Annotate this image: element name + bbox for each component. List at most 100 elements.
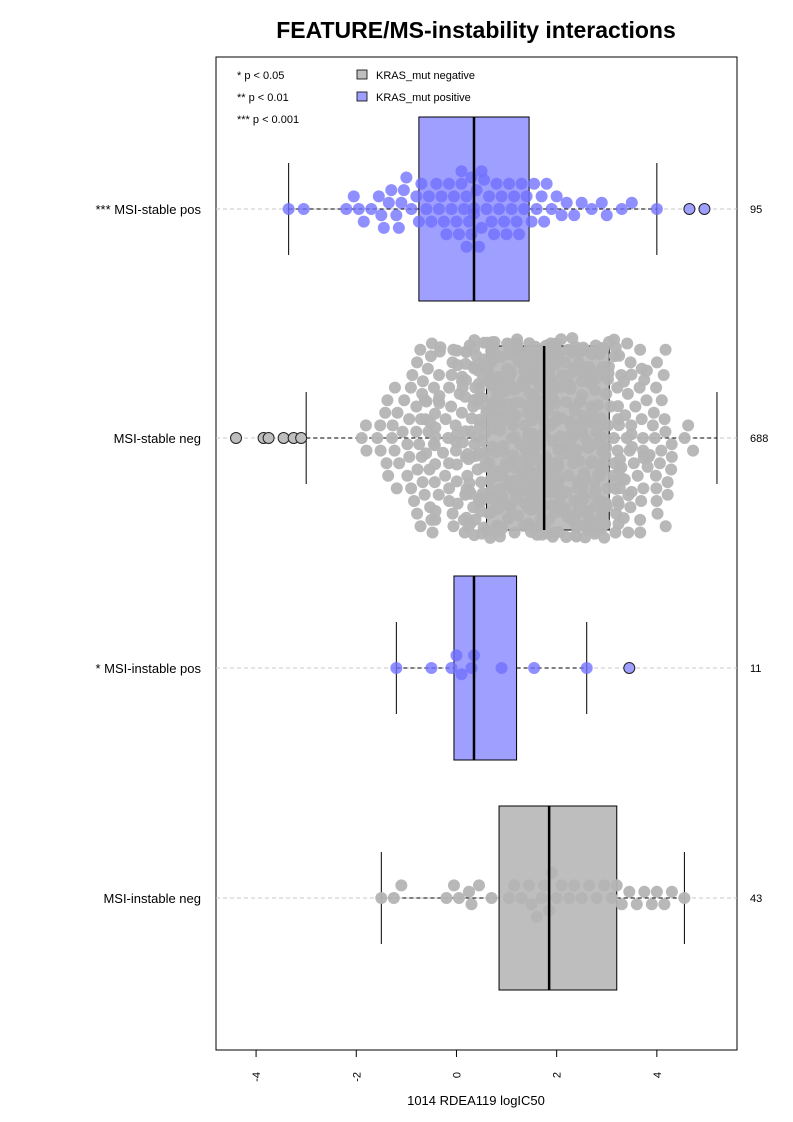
data-point bbox=[610, 879, 623, 892]
data-point bbox=[355, 432, 368, 444]
data-point bbox=[495, 662, 508, 674]
data-point bbox=[650, 482, 663, 495]
data-point bbox=[437, 215, 450, 228]
data-point bbox=[583, 879, 596, 892]
outlier-point bbox=[295, 432, 308, 444]
data-point bbox=[615, 203, 628, 215]
data-point bbox=[390, 209, 403, 222]
data-point bbox=[340, 203, 353, 215]
data-point bbox=[429, 430, 442, 443]
data-point bbox=[457, 203, 470, 215]
data-point bbox=[432, 488, 445, 501]
data-point bbox=[420, 203, 433, 215]
data-point bbox=[476, 392, 489, 405]
data-point bbox=[449, 419, 462, 432]
data-point bbox=[357, 215, 370, 228]
data-point bbox=[508, 526, 521, 539]
data-point bbox=[661, 488, 674, 501]
data-point bbox=[508, 879, 521, 892]
data-point bbox=[555, 879, 568, 892]
data-point bbox=[297, 203, 310, 215]
data-point bbox=[395, 196, 408, 209]
data-point bbox=[564, 418, 577, 431]
data-point bbox=[382, 469, 395, 482]
data-point bbox=[450, 458, 463, 471]
data-point bbox=[401, 469, 414, 482]
row-count: 43 bbox=[750, 893, 762, 905]
data-point bbox=[585, 203, 598, 215]
data-point bbox=[425, 662, 438, 674]
data-point bbox=[515, 177, 528, 190]
data-point bbox=[377, 221, 390, 234]
data-point bbox=[416, 375, 429, 388]
data-point bbox=[651, 507, 664, 520]
data-point bbox=[390, 662, 403, 674]
data-point bbox=[434, 341, 447, 354]
data-point bbox=[615, 898, 628, 911]
data-point bbox=[523, 879, 536, 892]
data-point bbox=[455, 668, 468, 681]
legend-label-negative: KRAS_mut negative bbox=[376, 70, 475, 82]
data-point bbox=[429, 513, 442, 526]
data-point bbox=[488, 336, 501, 349]
group-3: * MSI-instable pos 11 bbox=[96, 575, 761, 761]
data-point bbox=[386, 432, 399, 444]
data-point bbox=[440, 892, 453, 904]
data-point bbox=[612, 419, 625, 432]
data-point bbox=[508, 190, 521, 203]
data-point bbox=[538, 215, 551, 228]
data-point bbox=[352, 203, 365, 215]
data-point bbox=[621, 387, 634, 400]
data-point bbox=[432, 203, 445, 215]
data-point bbox=[624, 501, 637, 514]
data-point bbox=[371, 432, 384, 444]
data-point bbox=[465, 228, 478, 241]
data-point bbox=[465, 662, 478, 674]
data-point bbox=[405, 203, 418, 215]
data-point bbox=[372, 190, 385, 203]
outlier-point bbox=[277, 432, 290, 444]
data-point bbox=[653, 457, 666, 470]
data-point bbox=[611, 400, 624, 413]
data-point bbox=[428, 476, 441, 489]
data-point bbox=[520, 190, 533, 203]
data-point bbox=[661, 476, 674, 489]
data-point bbox=[650, 495, 663, 507]
data-point bbox=[420, 395, 433, 408]
data-point bbox=[388, 381, 401, 394]
data-point bbox=[640, 364, 653, 377]
data-point bbox=[485, 215, 498, 228]
data-point bbox=[465, 898, 478, 911]
data-point bbox=[424, 350, 437, 363]
data-point bbox=[456, 436, 469, 449]
data-point bbox=[577, 492, 590, 505]
data-point bbox=[480, 203, 493, 215]
data-point bbox=[568, 209, 581, 222]
data-point bbox=[428, 439, 441, 452]
data-point bbox=[403, 413, 416, 426]
data-point bbox=[374, 444, 387, 457]
data-point bbox=[634, 526, 647, 539]
row-count: 11 bbox=[750, 663, 761, 675]
data-point bbox=[550, 892, 563, 904]
data-point bbox=[412, 215, 425, 228]
data-point bbox=[347, 190, 360, 203]
data-point bbox=[540, 177, 553, 190]
data-point bbox=[429, 458, 442, 471]
data-point bbox=[445, 203, 458, 215]
data-point bbox=[641, 460, 654, 473]
legend: * p < 0.05 ** p < 0.01 *** p < 0.001 KRA… bbox=[237, 69, 475, 126]
data-point bbox=[602, 419, 615, 432]
data-point bbox=[549, 397, 562, 410]
data-point bbox=[503, 892, 516, 904]
data-point bbox=[385, 184, 398, 197]
x-tick-label: -4 bbox=[251, 1072, 263, 1082]
data-point bbox=[429, 505, 442, 518]
data-point bbox=[473, 240, 486, 253]
row-label: MSI-instable neg bbox=[103, 891, 201, 906]
legend-sig-2: ** p < 0.01 bbox=[237, 92, 289, 104]
data-point bbox=[525, 898, 538, 911]
data-point bbox=[443, 482, 456, 495]
data-point bbox=[414, 520, 427, 533]
data-point bbox=[634, 513, 647, 526]
